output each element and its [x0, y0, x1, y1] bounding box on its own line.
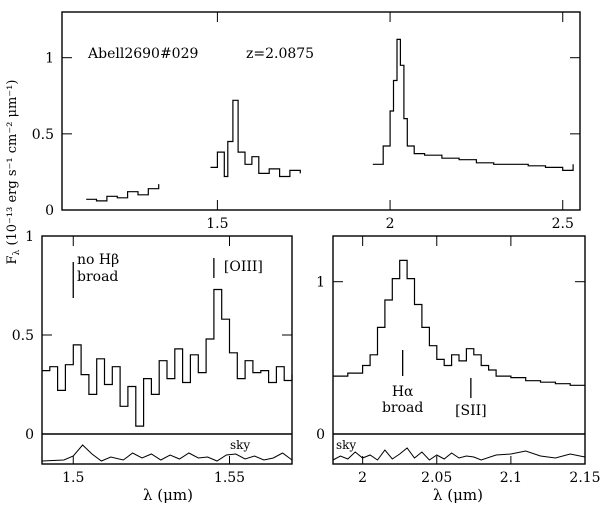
top-xtick-label: 2 [386, 216, 395, 232]
panel-bl-xtick-label: 1.55 [214, 470, 245, 486]
panel-bl-spectrum [42, 288, 293, 427]
top-ytick-label: 0.5 [32, 127, 54, 143]
panel-br-xtick-label: 2.15 [569, 470, 600, 486]
panel-bl-frame [41, 235, 293, 465]
redshift-label: z=2.0875 [246, 46, 314, 62]
panel-br-ytick-label: 0 [316, 427, 325, 443]
panel-bl-ytick-label: 0.5 [12, 328, 34, 344]
oiii-label: [OIII] [224, 259, 263, 275]
sky-label-right: sky [336, 438, 356, 452]
panel-bl-xtick-label: 1.5 [62, 470, 84, 486]
top-panel: 1.5 2 2.5 0 0.5 1 Abell2690#029 z=2.0875 [32, 11, 581, 232]
panel-br-spectrum [333, 259, 585, 386]
panel-br-sky-spectrum [332, 447, 586, 461]
top-spectrum-K [372, 38, 574, 171]
panel-br-xtick-label: 2.1 [500, 470, 522, 486]
panel-br-xtick-label: 2 [358, 470, 367, 486]
y-axis-label: Fλ (10⁻¹³ erg s⁻¹ cm⁻² μm⁻¹) [5, 80, 22, 265]
halpha-label: Hα [392, 384, 414, 400]
top-spectrum-H [210, 99, 301, 178]
top-xtick-label: 2.5 [552, 216, 574, 232]
sii-label: [SII] [455, 403, 487, 419]
panel-br-frame [332, 235, 586, 465]
panel-bl-ytick-label: 0 [25, 427, 34, 443]
x-axis-label-right: λ (μm) [433, 486, 483, 504]
top-spectrum-J [86, 184, 160, 202]
top-frame [61, 11, 581, 211]
hbeta-broad-label: broad [77, 269, 118, 285]
panel-bl-ytick-label: 1 [25, 229, 34, 245]
x-axis-label-left: λ (μm) [143, 486, 193, 504]
hbeta-label: no Hβ [77, 252, 119, 268]
panel-br-ytick-label: 1 [316, 275, 325, 291]
panel-bl-sky-spectrum [41, 444, 293, 462]
panel-br-xtick-label: 2.05 [421, 470, 452, 486]
halpha-broad-label: broad [382, 400, 423, 416]
top-ytick-label: 1 [45, 51, 54, 67]
top-xtick-label: 1.5 [206, 216, 228, 232]
object-name-label: Abell2690#029 [87, 46, 198, 62]
sky-label-left: sky [230, 438, 250, 452]
top-ytick-label: 0 [45, 203, 54, 219]
